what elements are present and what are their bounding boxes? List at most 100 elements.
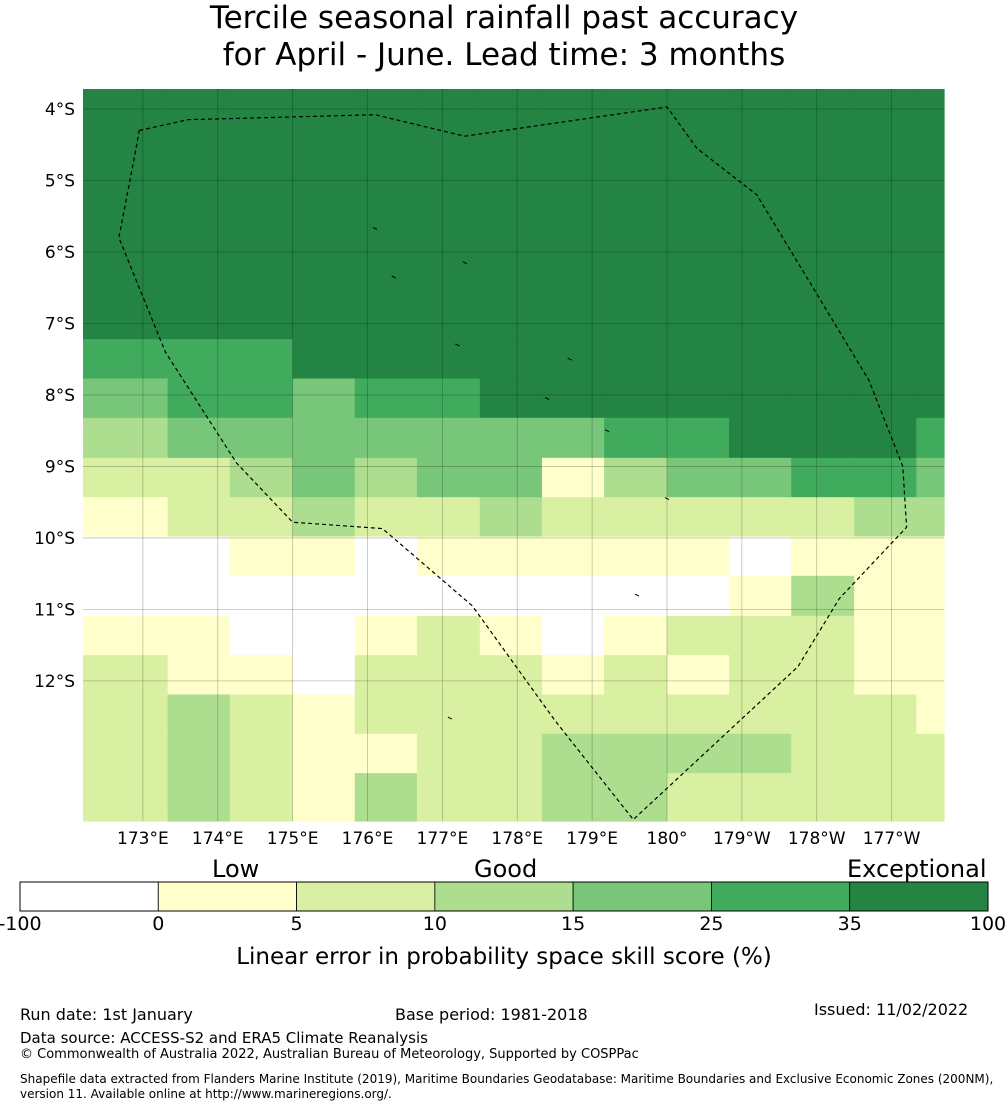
colorbar-tick-label: 25 <box>699 913 724 935</box>
grid-cell <box>604 615 668 656</box>
grid-cell <box>666 694 730 735</box>
grid-cell <box>292 497 356 538</box>
grid-cell <box>229 89 294 340</box>
grid-cell <box>541 339 605 380</box>
grid-cell <box>791 536 855 577</box>
longitude-tick-label: 174°E <box>192 829 244 849</box>
grid-cell <box>292 536 356 577</box>
grid-cell <box>916 378 945 419</box>
grid-cell <box>479 378 543 419</box>
grid-cell <box>354 810 418 822</box>
grid-cell <box>83 773 169 811</box>
colorbar-swatch <box>572 881 712 912</box>
grid-cell <box>292 615 356 656</box>
grid-cell <box>292 733 356 774</box>
colorbar-label: Linear error in probability space skill … <box>236 944 772 970</box>
grid-cell <box>354 89 418 340</box>
grid-cell <box>666 497 730 538</box>
colorbar-category-exceptional: Exceptional <box>847 855 987 883</box>
grid-cell <box>916 694 945 735</box>
grid-cell <box>604 457 668 498</box>
grid-cell <box>854 497 917 538</box>
grid-cell <box>83 457 169 498</box>
grid-cell <box>83 694 169 735</box>
grid-cell <box>292 339 356 380</box>
grid-cell <box>354 615 418 656</box>
grid-cell <box>729 417 792 459</box>
grid-cell <box>604 694 668 735</box>
longitude-tick-label: 178°W <box>788 829 846 849</box>
grid-cell <box>229 615 294 656</box>
grid-cell <box>229 810 294 822</box>
grid-cell <box>83 417 169 459</box>
grid-cell <box>604 417 668 459</box>
grid-cell <box>229 417 294 459</box>
grid-cell <box>541 536 605 577</box>
grid-cell <box>791 339 855 380</box>
grid-cell <box>479 89 543 340</box>
grid-cell <box>791 575 855 617</box>
shapefile-credit: Shapefile data extracted from Flanders M… <box>20 1072 994 1101</box>
grid-cell <box>83 655 169 696</box>
island-outline <box>544 397 550 400</box>
grid-cell <box>541 575 605 617</box>
grid-cell <box>416 457 481 498</box>
colorbar-frame <box>19 881 989 912</box>
grid-cell <box>916 497 945 538</box>
grid-cell <box>666 575 730 617</box>
colorbar <box>19 881 989 912</box>
grid-cell <box>167 417 231 459</box>
grid-cell <box>479 575 543 617</box>
map-title-line-2: for April - June. Lead time: 3 months <box>222 37 786 73</box>
grid-cell <box>416 497 481 538</box>
grid-cell <box>854 378 917 419</box>
latitude-tick-label: 4°S <box>45 100 75 120</box>
grid-cell <box>229 457 294 498</box>
grid-cell <box>541 810 605 822</box>
grid-cell <box>416 694 481 735</box>
grid-cell <box>854 810 917 822</box>
data-source: Data source: ACCESS-S2 and ERA5 Climate … <box>20 1029 428 1047</box>
grid-cell <box>354 655 418 696</box>
island-outline <box>462 261 468 265</box>
grid-cell <box>416 773 481 811</box>
grid-cell <box>916 733 945 774</box>
eez-boundary <box>118 106 908 821</box>
grid-cell <box>83 615 169 656</box>
grid-cell <box>791 615 855 656</box>
grid-cell <box>83 810 169 822</box>
grid-cell <box>167 378 231 419</box>
grid-cell <box>916 615 945 656</box>
grid-cell <box>729 615 792 656</box>
grid-cell <box>666 655 730 696</box>
grid-cell <box>791 694 855 735</box>
island-outline <box>604 429 610 433</box>
colorbar-swatch <box>157 881 297 912</box>
longitude-tick-label: 173°E <box>117 829 169 849</box>
grid-cell <box>729 733 792 774</box>
latitude-tick-label: 6°S <box>45 243 75 263</box>
colorbar-swatch <box>19 881 159 912</box>
grid-cell <box>666 615 730 656</box>
grid-cell <box>854 536 917 577</box>
grid-cell <box>83 339 169 380</box>
colorbar-category-low: Low <box>212 855 260 883</box>
grid-cell <box>292 378 356 419</box>
grid-cell <box>791 417 855 459</box>
island-outline <box>372 226 378 230</box>
grid-cell <box>479 497 543 538</box>
grid-cell <box>729 378 792 419</box>
grid-cell <box>479 655 543 696</box>
grid-cell <box>292 773 356 811</box>
grid-cell <box>604 497 668 538</box>
grid-cell <box>916 457 945 498</box>
grid-cell <box>541 497 605 538</box>
island-outline <box>664 497 670 501</box>
grid-cell <box>541 457 605 498</box>
grid-cell <box>167 615 231 656</box>
grid-cell <box>541 694 605 735</box>
grid-cell <box>167 733 231 774</box>
grid-cell <box>167 497 231 538</box>
grid-cell <box>791 655 855 696</box>
